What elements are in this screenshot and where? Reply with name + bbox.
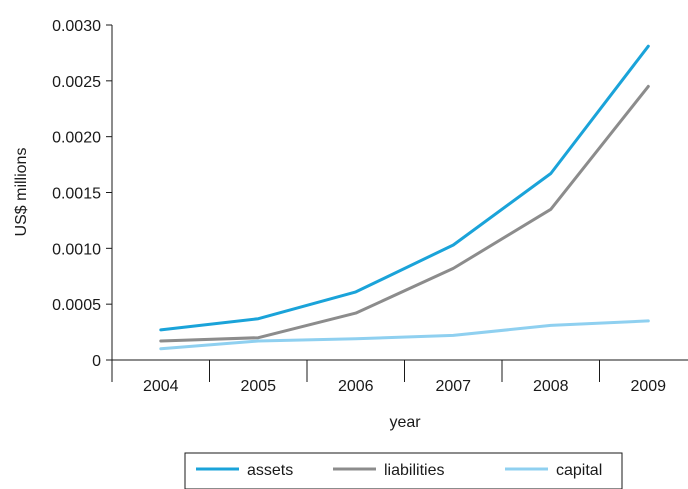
x-tick-group: 2004 2005 2006 2007 2008 2009 [111, 360, 666, 395]
legend-label-liabilities: liabilities [384, 462, 444, 479]
y-tick-label: 0.0010 [52, 241, 101, 258]
y-tick-label: 0.0025 [52, 74, 101, 91]
legend-box [184, 452, 623, 489]
series-line-capital [159, 319, 650, 351]
legend-label-capital: capital [556, 462, 602, 479]
y-tick-label: 0.0030 [52, 18, 101, 35]
x-tick-label: 2009 [630, 378, 666, 395]
x-axis-title: year [389, 414, 421, 431]
x-tick-label: 2006 [338, 378, 374, 395]
x-tick-label: 2005 [240, 378, 276, 395]
legend-label-assets: assets [247, 462, 293, 479]
series-line-assets [159, 44, 650, 332]
y-tick-label: 0.0020 [52, 130, 101, 147]
y-tick-group: 0 0.0005 0.0010 0.0015 0.0020 0.0025 0.0030 [52, 18, 112, 370]
x-tick-label: 2008 [533, 378, 569, 395]
x-tick-label: 2007 [435, 378, 471, 395]
series-group [159, 44, 650, 351]
series-line-liabilities [159, 84, 650, 343]
y-tick-label: 0.0015 [52, 186, 101, 203]
y-tick-label: 0.0005 [52, 297, 101, 314]
x-tick-label: 2004 [143, 378, 179, 395]
y-axis-title: US$ millions [13, 148, 30, 237]
legend: assets liabilities capital [184, 452, 623, 489]
y-tick-label: 0 [92, 353, 101, 370]
